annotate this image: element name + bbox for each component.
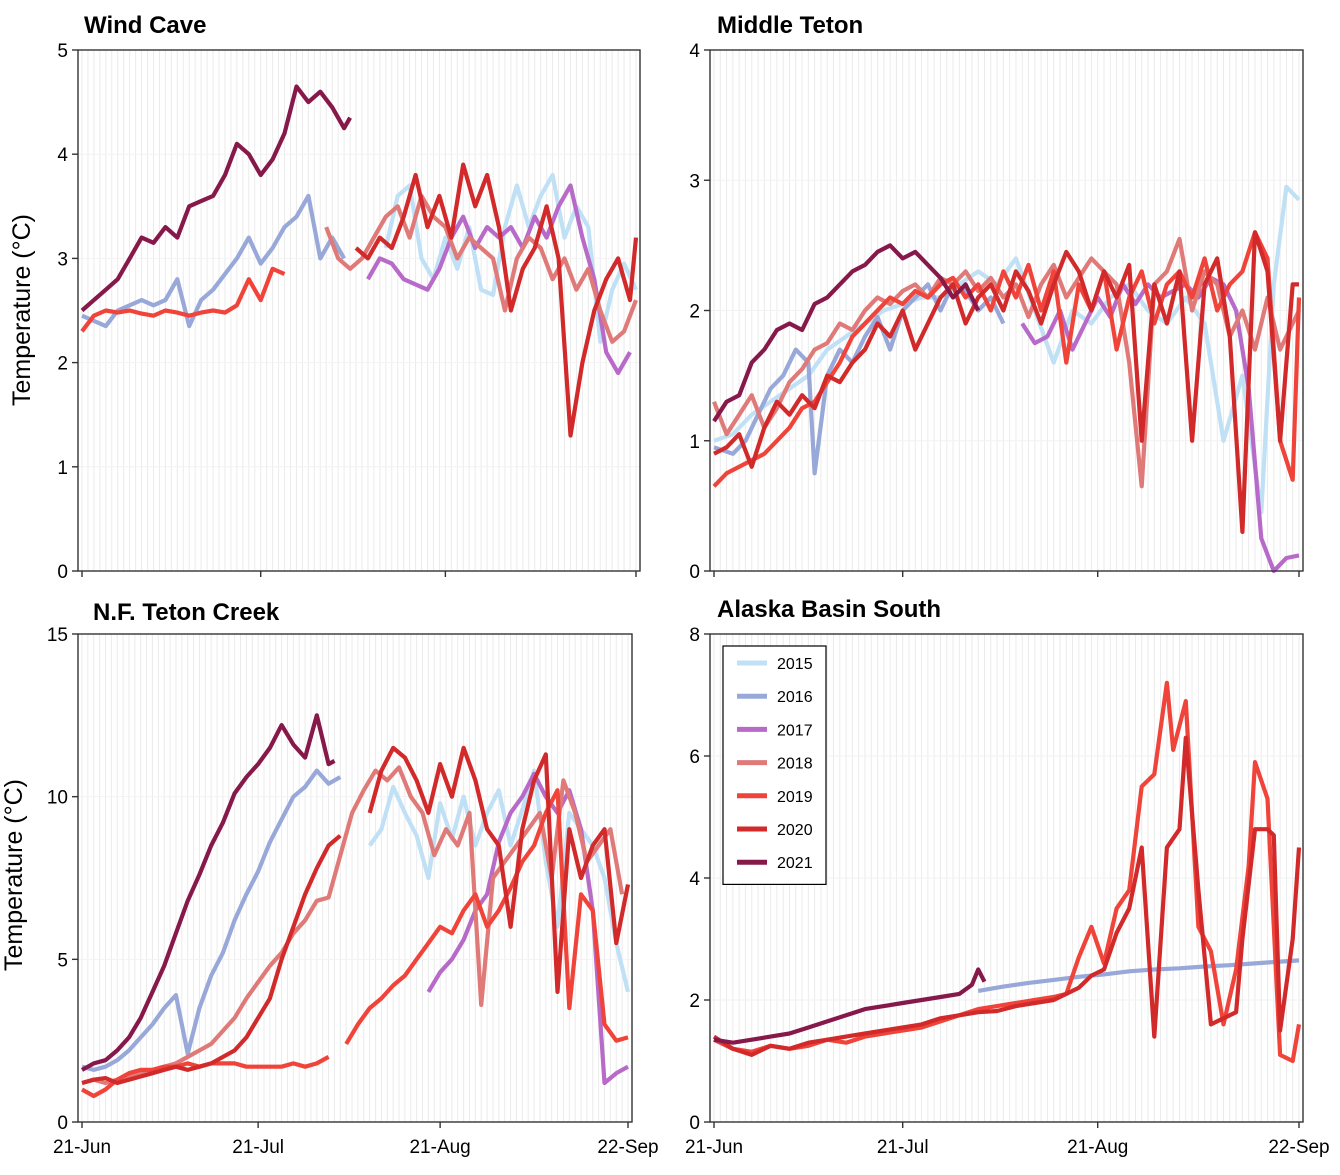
series-line-2020	[367, 745, 631, 995]
y-tick-label: 3	[689, 171, 700, 192]
y-tick-label: 2	[689, 991, 700, 1012]
y-tick-label: 0	[57, 562, 68, 583]
panel-nf-teton-creek: 0 5 10 15 21-Jun 21-Jul 21-Aug 22-Sep N.F. Teton…	[0, 599, 659, 1158]
panel-border	[77, 49, 641, 572]
series-line-2020	[354, 162, 639, 438]
y-axis-label: Temperature (°C)	[0, 779, 28, 971]
series-lines	[712, 184, 1302, 574]
legend-label: 2021	[777, 855, 813, 872]
panel-title: N.F. Teton Creek	[93, 599, 280, 626]
legend-label: 2017	[777, 722, 813, 739]
y-tick-label: 1	[57, 458, 68, 479]
y-tick-label: 5	[57, 41, 68, 62]
x-tick-label: 22-Sep	[597, 1137, 658, 1158]
y-tick-label: 10	[47, 788, 68, 809]
y-tick-label: 15	[47, 625, 68, 646]
panel-title: Wind Cave	[84, 12, 206, 39]
x-tick-label: 22-Sep	[1268, 1137, 1329, 1158]
series-lines	[80, 713, 631, 1099]
y-tick-label: 3	[57, 249, 68, 270]
legend-label: 2020	[777, 822, 813, 839]
panel-title: Middle Teton	[717, 12, 863, 39]
y-tick-label: 8	[689, 625, 700, 646]
x-tick-label: 21-Jun	[53, 1137, 111, 1158]
legend-label: 2015	[777, 656, 813, 673]
panel-border	[77, 633, 633, 1123]
legend-label: 2019	[777, 789, 813, 806]
y-tick-label: 5	[57, 950, 68, 971]
y-tick-label: 4	[689, 869, 700, 890]
series-line-2019	[713, 680, 1302, 1064]
x-tick-label: 21-Jul	[877, 1137, 929, 1158]
y-tick-label: 6	[689, 747, 700, 768]
series-line-2019	[80, 266, 286, 333]
series-line-2016	[81, 193, 346, 329]
x-tick-label: 21-Jun	[685, 1137, 743, 1158]
series-line-2016	[977, 958, 1300, 993]
series-lines	[80, 84, 639, 438]
grid-lines	[78, 633, 632, 1123]
x-tick-label: 21-Jul	[232, 1137, 284, 1158]
panel-middle-teton: 0 1 2 3 4 Middle Teton	[689, 12, 1304, 583]
y-tick-label: 4	[689, 41, 700, 62]
y-tick-label: 2	[689, 302, 700, 323]
series-line-2015	[367, 768, 631, 993]
x-tick-label: 21-Aug	[1067, 1137, 1128, 1158]
x-tick-label: 21-Aug	[409, 1137, 470, 1158]
series-line-2021	[712, 243, 981, 423]
series-line-2021	[80, 84, 352, 313]
legend-label: 2018	[777, 756, 813, 773]
legend-label: 2016	[777, 689, 813, 706]
series-line-2020	[712, 735, 1302, 1058]
series-line-2021	[713, 967, 987, 1045]
y-tick-label: 1	[689, 432, 700, 453]
panel-title: Alaska Basin South	[717, 596, 941, 623]
series-lines	[712, 680, 1302, 1064]
series-line-2018	[324, 193, 638, 344]
y-tick-label: 0	[689, 1113, 700, 1134]
series-line-2020	[713, 230, 1299, 535]
series-line-2021	[80, 713, 336, 1072]
legend-box	[722, 645, 827, 885]
y-tick-label: 0	[689, 562, 700, 583]
legend: 2015 2016 2017 2018 2019 2020 2021	[722, 645, 827, 885]
series-line-2020	[81, 834, 342, 1086]
panel-wind-cave: 0 1 2 3 4 5 Wind Cave Temperature (°C)	[8, 12, 641, 583]
series-line-2019	[344, 788, 629, 1045]
y-tick-label: 2	[57, 354, 68, 375]
series-line-2016	[81, 768, 342, 1073]
series-line-2015	[713, 184, 1301, 515]
y-tick-label: 0	[57, 1113, 68, 1134]
y-tick-label: 4	[57, 145, 68, 166]
y-axis-label: Temperature (°C)	[8, 214, 36, 406]
